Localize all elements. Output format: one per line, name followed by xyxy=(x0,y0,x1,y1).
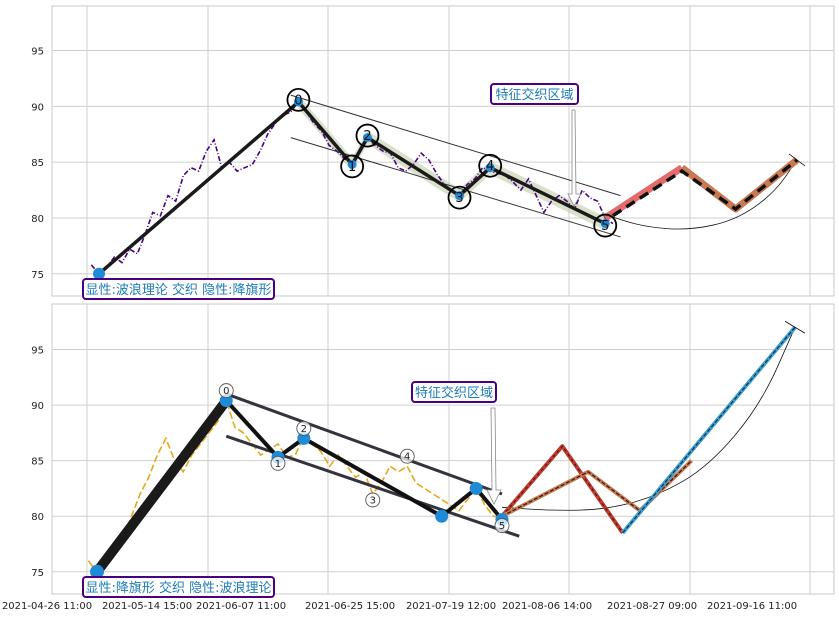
top-label-box-top: 特征交织区域 xyxy=(490,83,579,105)
wave-dot-5 xyxy=(600,219,610,229)
flag-dot xyxy=(297,431,311,445)
feature-zone-label-bottom: 特征交织区域 xyxy=(415,385,493,401)
y-tick-label: 80 xyxy=(31,214,44,225)
pattern-label-bottom: 显性:降旗形 交织 隐性:波浪理论 xyxy=(85,580,271,596)
flag-ring-5 xyxy=(494,518,510,534)
flag-dot xyxy=(219,394,233,408)
x-tick-label: 2021-06-07 11:00 xyxy=(196,601,286,612)
y-tick-label: 95 xyxy=(31,346,44,357)
y-ticks-top: 75 80 85 90 95 xyxy=(31,47,44,281)
zone-arrow-bottom xyxy=(486,407,502,505)
y-tick-label: 75 xyxy=(31,568,44,579)
wave-dot-4 xyxy=(485,163,495,173)
flag-ring-0 xyxy=(218,383,234,399)
flag-points-bottom: 0 1 2 3 4 5 xyxy=(90,320,806,579)
wave-start-dot xyxy=(93,267,105,280)
x-tick-label: 2021-09-16 11:00 xyxy=(707,601,797,612)
pattern-label-top: 显性:波浪理论 交织 隐性:降旗形 xyxy=(85,282,271,298)
flag-ring-3 xyxy=(365,492,381,508)
flag-point-label: 2 xyxy=(301,424,307,435)
flag-pole-bottom xyxy=(93,397,231,575)
wave-dot-1 xyxy=(347,159,357,169)
flag-dot xyxy=(435,509,449,523)
channel-upper-top xyxy=(290,94,621,197)
x-tick-label: 2021-07-19 12:00 xyxy=(406,601,496,612)
x-tick-label: 2021-08-06 14:00 xyxy=(502,601,592,612)
plot-area-top xyxy=(51,5,835,297)
projection-curve-top xyxy=(605,159,798,230)
projection-red-top xyxy=(603,164,684,221)
wave-point-label: 5 xyxy=(601,219,609,234)
y-tick-label: 85 xyxy=(31,158,44,169)
wave-point-label: 2 xyxy=(363,129,371,144)
flag-path-bottom xyxy=(224,399,504,521)
flag-ring-1 xyxy=(270,455,286,471)
channel-upper-bottom xyxy=(225,392,503,496)
flag-point-label: 3 xyxy=(370,495,376,506)
wave-ring-1 xyxy=(340,154,365,179)
y-ticks-bottom: 75 80 85 90 95 xyxy=(31,346,44,579)
y-tick-label: 85 xyxy=(31,457,44,468)
x-tick-label: 2021-06-25 15:00 xyxy=(305,601,395,612)
chart-panel-bottom: 75 80 85 90 95 0 1 2 3 4 5 特征交织区域 显性:降旗形 交织 隐性:波浪… xyxy=(31,303,835,598)
flag-ring-4 xyxy=(399,448,415,464)
bottom-label-box-bottom: 显性:降旗形 交织 隐性:波浪理论 xyxy=(82,576,275,598)
flag-dot xyxy=(90,564,104,579)
x-axis-ticks: 2021-04-26 11:00 2021-05-14 15:00 2021-06-… xyxy=(2,601,797,612)
flag-ring-2 xyxy=(296,420,312,436)
y-tick-label: 75 xyxy=(31,270,44,281)
y-tick-label: 90 xyxy=(31,102,44,113)
wave-line-top xyxy=(97,100,606,276)
end-marker-top xyxy=(788,153,806,167)
flag-dot xyxy=(469,481,483,495)
projection-dash-top xyxy=(611,158,799,218)
wave-point-label: 1 xyxy=(348,160,356,175)
projection-cyan-dash-bottom xyxy=(622,326,796,534)
flag-point-label: 0 xyxy=(223,386,229,397)
chart-panel-top: 75 80 85 90 95 0 1 2 3 4 5 特征交织区域 显性:波浪理论 交织 隐性:降… xyxy=(31,5,835,300)
feature-zone-label-top: 特征交织区域 xyxy=(495,87,573,103)
x-tick-label: 2021-04-26 11:00 xyxy=(2,601,92,612)
flag-point-label: 4 xyxy=(404,452,410,463)
wave-dot-0 xyxy=(293,97,303,107)
wave-ring-2 xyxy=(355,123,380,148)
wave-point-label: 3 xyxy=(455,191,463,206)
bottom-label-box-top: 显性:波浪理论 交织 隐性:降旗形 xyxy=(82,278,275,300)
end-marker-bottom xyxy=(784,320,806,334)
wave-ring-4 xyxy=(478,153,503,178)
grid-top xyxy=(52,6,834,296)
wave-dot-3 xyxy=(455,191,465,201)
wave-ring-3 xyxy=(447,185,472,210)
flag-point-label: 1 xyxy=(275,459,281,470)
zone-arrow-top xyxy=(567,109,582,207)
projection-brown-dash-bottom xyxy=(501,460,693,517)
wave-dot-2 xyxy=(362,133,372,143)
flag-point-label: 5 xyxy=(499,521,505,532)
top-label-box-bottom: 特征交织区域 xyxy=(411,381,497,403)
wave-point-label: 4 xyxy=(486,159,494,174)
wave-ring-0 xyxy=(286,87,311,112)
wave-points-top: 0 1 2 3 4 5 xyxy=(93,87,806,280)
y-tick-label: 95 xyxy=(31,47,44,58)
projection-red-dash-bottom xyxy=(501,445,624,534)
x-tick-label: 2021-08-27 09:00 xyxy=(607,601,697,612)
y-tick-label: 80 xyxy=(31,512,44,523)
plot-area-bottom xyxy=(51,303,835,595)
wave-ring-5 xyxy=(593,213,618,238)
wave-point-label: 0 xyxy=(294,93,302,108)
y-tick-label: 90 xyxy=(31,401,44,412)
x-tick-label: 2021-05-14 15:00 xyxy=(102,601,192,612)
projection-curve-bottom xyxy=(501,327,796,511)
